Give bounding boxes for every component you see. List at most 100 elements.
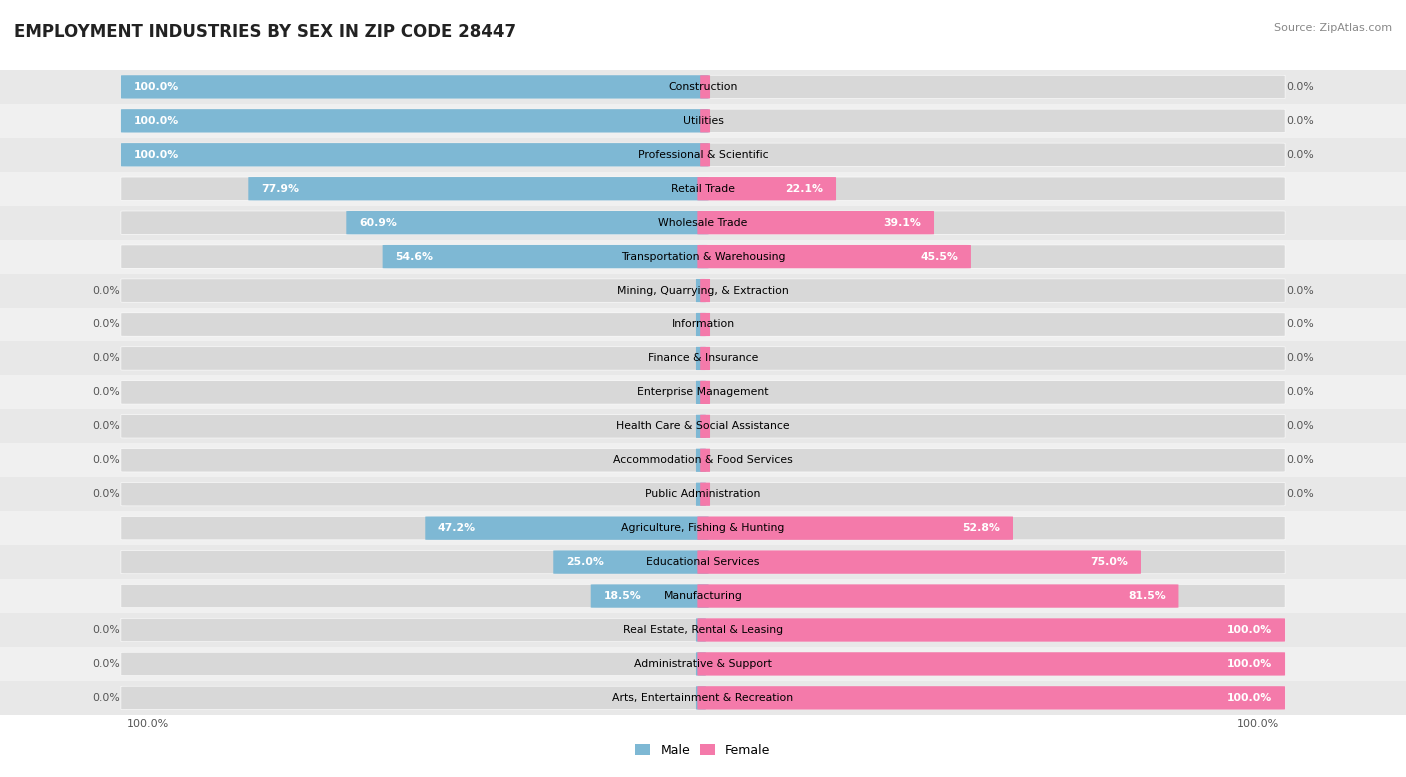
FancyBboxPatch shape <box>121 245 1285 268</box>
Text: Health Care & Social Assistance: Health Care & Social Assistance <box>616 421 790 431</box>
FancyBboxPatch shape <box>121 686 1285 709</box>
FancyBboxPatch shape <box>0 511 1406 545</box>
FancyBboxPatch shape <box>121 279 1285 302</box>
FancyBboxPatch shape <box>0 239 1406 274</box>
Text: 0.0%: 0.0% <box>1286 388 1315 397</box>
Text: Wholesale Trade: Wholesale Trade <box>658 218 748 228</box>
Text: Agriculture, Fishing & Hunting: Agriculture, Fishing & Hunting <box>621 523 785 533</box>
FancyBboxPatch shape <box>0 341 1406 375</box>
Text: 22.1%: 22.1% <box>786 183 824 193</box>
Legend: Male, Female: Male, Female <box>630 739 776 762</box>
Text: 0.0%: 0.0% <box>91 354 120 364</box>
FancyBboxPatch shape <box>697 517 1012 540</box>
Text: 81.5%: 81.5% <box>1128 591 1166 601</box>
Text: 75.0%: 75.0% <box>1091 557 1129 567</box>
FancyBboxPatch shape <box>700 279 710 302</box>
FancyBboxPatch shape <box>697 177 837 200</box>
Text: 0.0%: 0.0% <box>91 286 120 295</box>
FancyBboxPatch shape <box>696 686 706 709</box>
FancyBboxPatch shape <box>700 143 710 166</box>
FancyBboxPatch shape <box>696 313 706 336</box>
FancyBboxPatch shape <box>696 415 706 438</box>
FancyBboxPatch shape <box>697 686 1285 709</box>
FancyBboxPatch shape <box>697 550 1142 573</box>
Text: 0.0%: 0.0% <box>91 455 120 465</box>
Text: 100.0%: 100.0% <box>134 150 179 160</box>
Text: Retail Trade: Retail Trade <box>671 183 735 193</box>
FancyBboxPatch shape <box>697 211 934 235</box>
Text: Source: ZipAtlas.com: Source: ZipAtlas.com <box>1274 23 1392 33</box>
Text: Construction: Construction <box>668 82 738 92</box>
FancyBboxPatch shape <box>591 584 709 608</box>
Text: 0.0%: 0.0% <box>91 421 120 431</box>
Text: 0.0%: 0.0% <box>1286 490 1315 499</box>
Text: 0.0%: 0.0% <box>91 319 120 329</box>
Text: 52.8%: 52.8% <box>963 523 1000 533</box>
Text: Manufacturing: Manufacturing <box>664 591 742 601</box>
Text: 100.0%: 100.0% <box>127 719 169 729</box>
FancyBboxPatch shape <box>696 618 706 642</box>
FancyBboxPatch shape <box>0 375 1406 409</box>
FancyBboxPatch shape <box>121 483 1285 506</box>
FancyBboxPatch shape <box>0 172 1406 206</box>
Text: 54.6%: 54.6% <box>395 252 433 262</box>
Text: 0.0%: 0.0% <box>1286 150 1315 160</box>
FancyBboxPatch shape <box>0 444 1406 477</box>
FancyBboxPatch shape <box>696 347 706 370</box>
Text: 0.0%: 0.0% <box>1286 354 1315 364</box>
FancyBboxPatch shape <box>0 681 1406 715</box>
Text: Professional & Scientific: Professional & Scientific <box>638 150 768 160</box>
FancyBboxPatch shape <box>121 448 1285 472</box>
FancyBboxPatch shape <box>697 652 1285 676</box>
Text: 39.1%: 39.1% <box>883 218 921 228</box>
FancyBboxPatch shape <box>554 550 709 573</box>
FancyBboxPatch shape <box>700 313 710 336</box>
FancyBboxPatch shape <box>697 584 1178 608</box>
FancyBboxPatch shape <box>249 177 709 200</box>
Text: 100.0%: 100.0% <box>134 116 179 126</box>
Text: 18.5%: 18.5% <box>603 591 641 601</box>
FancyBboxPatch shape <box>121 109 709 133</box>
Text: EMPLOYMENT INDUSTRIES BY SEX IN ZIP CODE 28447: EMPLOYMENT INDUSTRIES BY SEX IN ZIP CODE… <box>14 23 516 41</box>
FancyBboxPatch shape <box>0 545 1406 579</box>
FancyBboxPatch shape <box>696 483 706 506</box>
Text: Finance & Insurance: Finance & Insurance <box>648 354 758 364</box>
Text: Public Administration: Public Administration <box>645 490 761 499</box>
Text: 0.0%: 0.0% <box>91 490 120 499</box>
Text: Information: Information <box>672 319 734 329</box>
FancyBboxPatch shape <box>121 75 1285 99</box>
Text: Mining, Quarrying, & Extraction: Mining, Quarrying, & Extraction <box>617 286 789 295</box>
FancyBboxPatch shape <box>0 274 1406 308</box>
Text: Utilities: Utilities <box>682 116 724 126</box>
Text: Arts, Entertainment & Recreation: Arts, Entertainment & Recreation <box>613 693 793 703</box>
FancyBboxPatch shape <box>121 652 1285 676</box>
FancyBboxPatch shape <box>0 70 1406 104</box>
Text: Real Estate, Rental & Leasing: Real Estate, Rental & Leasing <box>623 625 783 635</box>
Text: Educational Services: Educational Services <box>647 557 759 567</box>
FancyBboxPatch shape <box>700 110 710 132</box>
Text: Enterprise Management: Enterprise Management <box>637 388 769 397</box>
FancyBboxPatch shape <box>121 618 1285 642</box>
Text: 100.0%: 100.0% <box>1227 625 1272 635</box>
FancyBboxPatch shape <box>700 75 710 99</box>
FancyBboxPatch shape <box>121 550 1285 573</box>
Text: 77.9%: 77.9% <box>262 183 299 193</box>
Text: 100.0%: 100.0% <box>1237 719 1279 729</box>
FancyBboxPatch shape <box>121 415 1285 438</box>
FancyBboxPatch shape <box>121 347 1285 370</box>
FancyBboxPatch shape <box>121 211 1285 235</box>
FancyBboxPatch shape <box>696 653 706 675</box>
Text: 0.0%: 0.0% <box>91 693 120 703</box>
Text: 25.0%: 25.0% <box>565 557 603 567</box>
Text: 100.0%: 100.0% <box>1227 659 1272 669</box>
FancyBboxPatch shape <box>121 517 1285 540</box>
Text: 0.0%: 0.0% <box>1286 286 1315 295</box>
FancyBboxPatch shape <box>697 618 1285 642</box>
Text: 0.0%: 0.0% <box>1286 421 1315 431</box>
FancyBboxPatch shape <box>0 613 1406 647</box>
FancyBboxPatch shape <box>121 584 1285 608</box>
Text: 0.0%: 0.0% <box>91 659 120 669</box>
FancyBboxPatch shape <box>121 313 1285 336</box>
FancyBboxPatch shape <box>700 415 710 438</box>
FancyBboxPatch shape <box>0 138 1406 172</box>
